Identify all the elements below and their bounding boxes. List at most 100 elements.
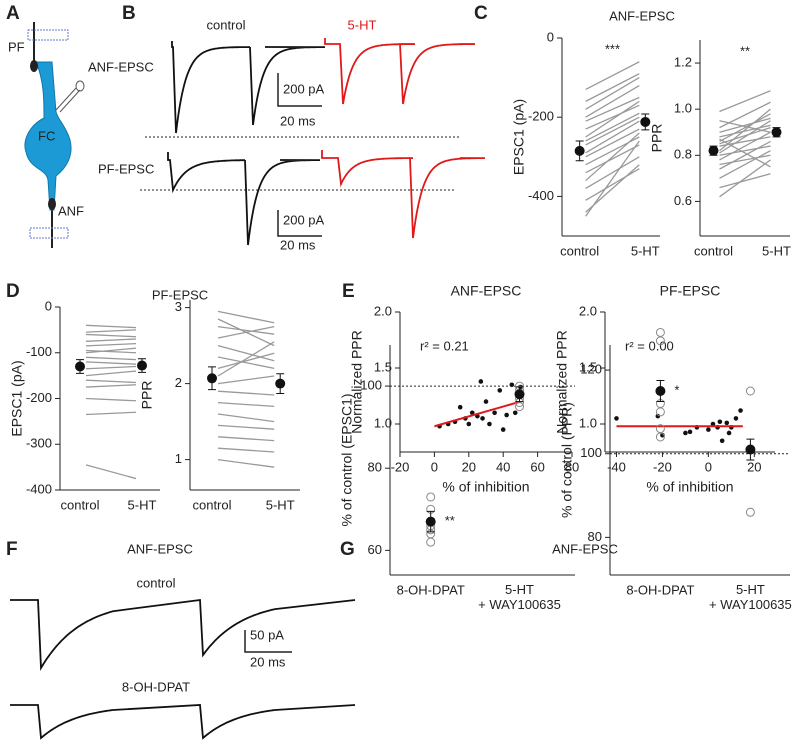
pair-line xyxy=(85,365,137,370)
y-axis-label: PPR xyxy=(139,381,155,410)
mean-point xyxy=(137,360,147,371)
pair-line xyxy=(217,325,275,335)
point xyxy=(655,327,665,337)
pair-line xyxy=(585,128,640,158)
point xyxy=(466,421,472,427)
y-tick-label: -100 xyxy=(26,344,52,359)
y-tick-label: 80 xyxy=(588,529,602,544)
cell-diagram xyxy=(24,22,85,248)
pair-line xyxy=(585,120,640,154)
x-tick-label: 5-HT xyxy=(266,497,295,512)
pair-line xyxy=(719,159,771,198)
y-tick-label: 0 xyxy=(45,298,52,313)
significance: * xyxy=(674,382,679,397)
point xyxy=(733,416,739,421)
x-tick-label: -20 xyxy=(391,459,410,474)
y-tick-label: -300 xyxy=(26,436,52,451)
pair-line xyxy=(719,131,771,161)
diagram-label: FC xyxy=(38,128,55,143)
mean-point xyxy=(207,373,217,384)
x-axis-label: % of inhibition xyxy=(442,479,529,495)
y-tick-label: -400 xyxy=(26,481,52,496)
panel-letter: D xyxy=(6,281,20,302)
y-tick-label: 1.5 xyxy=(374,359,392,374)
x-tick-label: 5-HT + WAY100635 xyxy=(478,582,561,612)
pair-line xyxy=(217,390,275,396)
y-tick-label: 1.5 xyxy=(579,359,597,374)
point xyxy=(500,427,506,432)
y-tick-label: 2.0 xyxy=(374,303,392,318)
pair-line xyxy=(85,333,137,338)
panel-title: ANF-EPSC xyxy=(552,541,618,556)
pair-line xyxy=(85,361,137,365)
y-tick-label: 2.0 xyxy=(579,303,597,318)
trace-label: control xyxy=(206,17,245,32)
panel-letter: E xyxy=(342,281,355,302)
annotation: r² = 0.00 xyxy=(625,338,674,353)
point xyxy=(655,424,665,434)
y-axis-label: EPSC1 (pA) xyxy=(511,99,527,175)
significance: ** xyxy=(740,43,750,58)
y-tick-label: 1.0 xyxy=(674,101,692,116)
pair-line xyxy=(585,61,640,91)
x-tick-label: 20 xyxy=(747,459,761,474)
fit-line xyxy=(434,400,521,428)
point xyxy=(655,413,661,419)
trace-label: 5-HT xyxy=(348,17,377,32)
point xyxy=(426,492,436,502)
pair-line xyxy=(585,100,640,138)
x-tick-label: 80 xyxy=(565,459,579,474)
mean-point xyxy=(425,516,436,527)
point xyxy=(512,410,518,416)
pair-line xyxy=(719,113,771,143)
point xyxy=(426,537,436,547)
pair-line xyxy=(217,458,275,468)
pair-line xyxy=(585,132,640,182)
pair-line xyxy=(85,329,137,333)
point xyxy=(717,419,723,425)
x-tick-label: 8-OH-DPAT xyxy=(397,582,465,597)
y-tick-label: 0.6 xyxy=(674,193,692,208)
point xyxy=(457,404,463,410)
mean-point xyxy=(574,145,585,156)
y-tick-label: 1.2 xyxy=(674,54,692,69)
scale-label: 20 ms xyxy=(280,237,316,252)
trace xyxy=(171,41,251,134)
pair-line xyxy=(719,136,771,147)
point xyxy=(480,416,485,421)
scale-label: 200 pA xyxy=(283,212,325,227)
point xyxy=(683,430,688,436)
point xyxy=(745,386,755,396)
panel-title: ANF-EPSC xyxy=(127,541,193,556)
pair-line xyxy=(719,124,771,138)
trace xyxy=(321,150,486,239)
panel-letter: B xyxy=(122,3,136,24)
pair-line xyxy=(585,73,640,102)
panel-title: ANF-EPSC xyxy=(609,8,675,23)
pair-line xyxy=(85,347,137,354)
point xyxy=(487,421,492,427)
y-tick-label: 100 xyxy=(580,445,602,460)
x-tick-label: 8-OH-DPAT xyxy=(626,582,694,597)
panel-letter: F xyxy=(6,539,18,560)
y-axis-label: Normalized PPR xyxy=(349,330,365,433)
y-tick-label: 1 xyxy=(175,451,182,466)
pair-line xyxy=(585,84,640,118)
significance: *** xyxy=(605,41,620,56)
pair-line xyxy=(719,101,771,129)
point xyxy=(497,388,503,393)
y-tick-label: 0 xyxy=(547,29,554,44)
trace xyxy=(249,46,326,126)
pair-line xyxy=(85,370,137,377)
pair-line xyxy=(719,154,771,166)
pair-line xyxy=(217,318,275,347)
pair-line xyxy=(217,401,275,408)
pair-line xyxy=(217,436,275,442)
y-tick-label: 80 xyxy=(368,460,382,475)
pair-line xyxy=(217,341,275,377)
pair-line xyxy=(719,120,771,154)
pair-line xyxy=(217,352,275,370)
panel-letter: C xyxy=(474,3,488,24)
pair-line xyxy=(217,447,275,453)
pair-line xyxy=(585,96,640,122)
